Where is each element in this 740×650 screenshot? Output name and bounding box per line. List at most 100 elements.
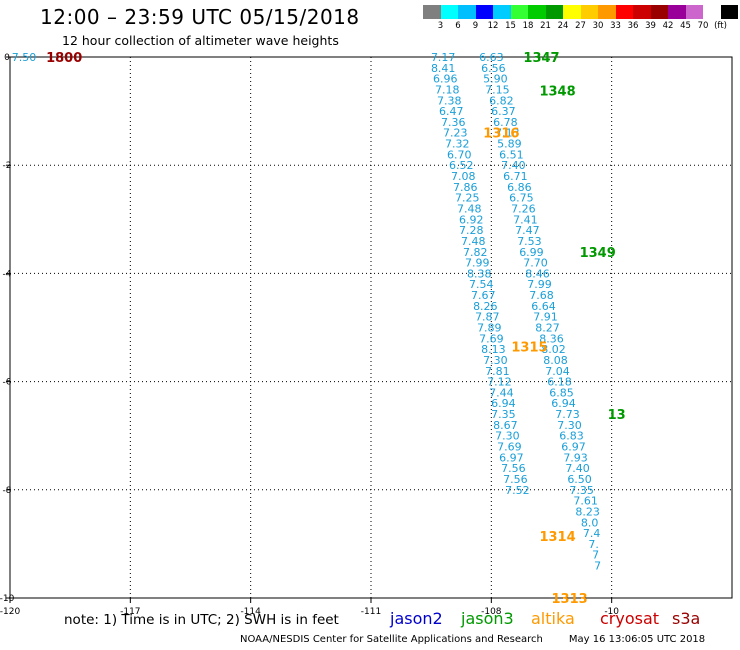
x-tick-label: -117 <box>120 607 140 617</box>
y-tick-label: -6 <box>3 378 12 388</box>
wave-height-value: 6.96 <box>433 73 458 86</box>
wave-height-value: 6.82 <box>489 94 514 107</box>
wave-height-value: 7 <box>594 560 601 573</box>
legend-swatch <box>633 5 651 19</box>
legend-tick-label: 39 <box>645 21 656 31</box>
color-scale-legend <box>423 5 738 19</box>
legend-swatch <box>650 5 668 19</box>
wave-height-value: 8.0 <box>581 516 599 529</box>
legend-tick-label: 33 <box>610 21 621 31</box>
wave-height-value: 7.99 <box>527 278 552 291</box>
satellite-s3a: s3a <box>672 609 701 628</box>
wave-height-value: 7. <box>588 538 599 551</box>
wave-height-value: 7.36 <box>441 116 466 129</box>
tick-labels: -120 -117 -114 -111 -108 -10 0 -2 -4 -6 -8 -10 <box>0 53 619 617</box>
wave-height-value: 8.67 <box>493 419 518 432</box>
legend-tick-label: 21 <box>540 21 551 31</box>
legend-swatch <box>703 5 721 19</box>
wave-height-value: 7.89 <box>477 322 502 335</box>
legend-swatch <box>615 5 633 19</box>
wave-height-value: 7 <box>592 549 599 562</box>
wave-height-value: 8.41 <box>431 62 456 75</box>
legend-tick-label: 42 <box>662 21 674 31</box>
wave-height-value: 7.53 <box>517 235 542 248</box>
wave-height-value: 6.85 <box>549 386 574 399</box>
wave-height-value: 8.26 <box>473 300 498 313</box>
wave-height-value: 6.51 <box>499 148 524 161</box>
wave-height-value: 7.25 <box>455 192 480 205</box>
pass-time-label: 1800 <box>46 51 82 66</box>
legend-swatch <box>528 5 546 19</box>
wave-height-value: 7.32 <box>445 138 470 151</box>
legend-tick-label: 3 <box>437 21 444 31</box>
wave-height-value: 6.52 <box>449 159 474 172</box>
wave-height-value: 7.56 <box>503 473 528 486</box>
wave-height-value: 7.68 <box>529 289 554 302</box>
wave-height-value: 7.56 <box>501 462 526 475</box>
satellite-jason2: jason2 <box>390 609 443 628</box>
wave-height-value: 6.78 <box>493 116 518 129</box>
wave-height-value: 7.93 <box>563 451 588 464</box>
satellite-cryosat: cryosat <box>600 609 660 628</box>
wave-height-value: 7.73 <box>555 408 580 421</box>
legend-tick-label: 12 <box>487 21 499 31</box>
wave-height-value: 8.36 <box>539 332 564 345</box>
wave-height-value: 6.97 <box>561 441 586 454</box>
x-tick-label: -114 <box>240 607 261 617</box>
wave-height-value: 5.90 <box>483 73 508 86</box>
wave-height-value: 6.37 <box>491 105 516 118</box>
wave-height-value: 7.28 <box>459 224 484 237</box>
wave-height-value: 7.30 <box>483 354 508 367</box>
x-tick-label: -111 <box>361 607 381 617</box>
pass-time-label: 1314 <box>539 530 575 545</box>
wave-height-value: 7.50 <box>12 51 37 64</box>
wave-height-value: 8.38 <box>467 267 492 280</box>
y-tick-label: -10 <box>0 594 15 604</box>
wave-height-value: 8.02 <box>541 343 566 356</box>
wave-height-value: 7.47 <box>515 224 540 237</box>
wave-height-value: 6.47 <box>439 105 464 118</box>
pass-time-label: 1313 <box>552 592 588 607</box>
wave-height-value: 7.69 <box>497 441 522 454</box>
wave-height-value: 7.87 <box>475 311 500 324</box>
wave-height-value: 7.70 <box>523 257 548 270</box>
chart-subtitle: 12 hour collection of altimeter wave hei… <box>62 33 339 48</box>
wave-height-value: 8.13 <box>481 343 506 356</box>
wave-height-value: 6.64 <box>531 300 556 313</box>
wave-height-value: 7.17 <box>431 51 456 64</box>
wave-height-value: 6.83 <box>559 430 584 443</box>
legend-swatch <box>563 5 581 19</box>
wave-height-value: 6.86 <box>507 181 532 194</box>
wave-height-value: 7.91 <box>533 311 558 324</box>
legend-swatch <box>720 5 738 19</box>
wave-height-value: 7.69 <box>479 332 504 345</box>
grid-lines <box>10 57 732 598</box>
pass-time-label: 1348 <box>539 85 575 100</box>
footer-org: NOAA/NESDIS Center for Satellite Applica… <box>240 634 543 645</box>
satellite-altika: altika <box>531 609 575 628</box>
wave-height-value: 6.63 <box>479 51 504 64</box>
legend-tick-label: (ft) <box>714 21 727 31</box>
wave-height-value: 7.38 <box>437 94 462 107</box>
legend-swatch <box>440 5 458 19</box>
wave-height-value: 7.15 <box>485 83 510 96</box>
wave-height-value: 6.97 <box>499 451 524 464</box>
legend-swatch <box>510 5 528 19</box>
wave-height-value: 7.44 <box>489 386 514 399</box>
wave-height-value: 7.86 <box>453 181 478 194</box>
legend-swatch <box>668 5 686 19</box>
satellite-jason3: jason3 <box>461 609 514 628</box>
wave-height-value: 6.75 <box>509 192 534 205</box>
wave-height-value: 6.56 <box>481 62 506 75</box>
legend-swatch <box>598 5 616 19</box>
legend-tick-label: 70 <box>697 21 709 31</box>
legend-swatch <box>545 5 563 19</box>
wave-height-value: 6.92 <box>459 213 484 226</box>
footer: NOAA/NESDIS Center for Satellite Applica… <box>240 634 705 645</box>
y-tick-label: -4 <box>3 269 12 279</box>
x-tick-label: -120 <box>0 607 20 617</box>
pass-time-label: 1315 <box>511 340 547 355</box>
wave-height-value: 7.41 <box>513 213 538 226</box>
wave-height-value: 7.82 <box>463 246 488 259</box>
